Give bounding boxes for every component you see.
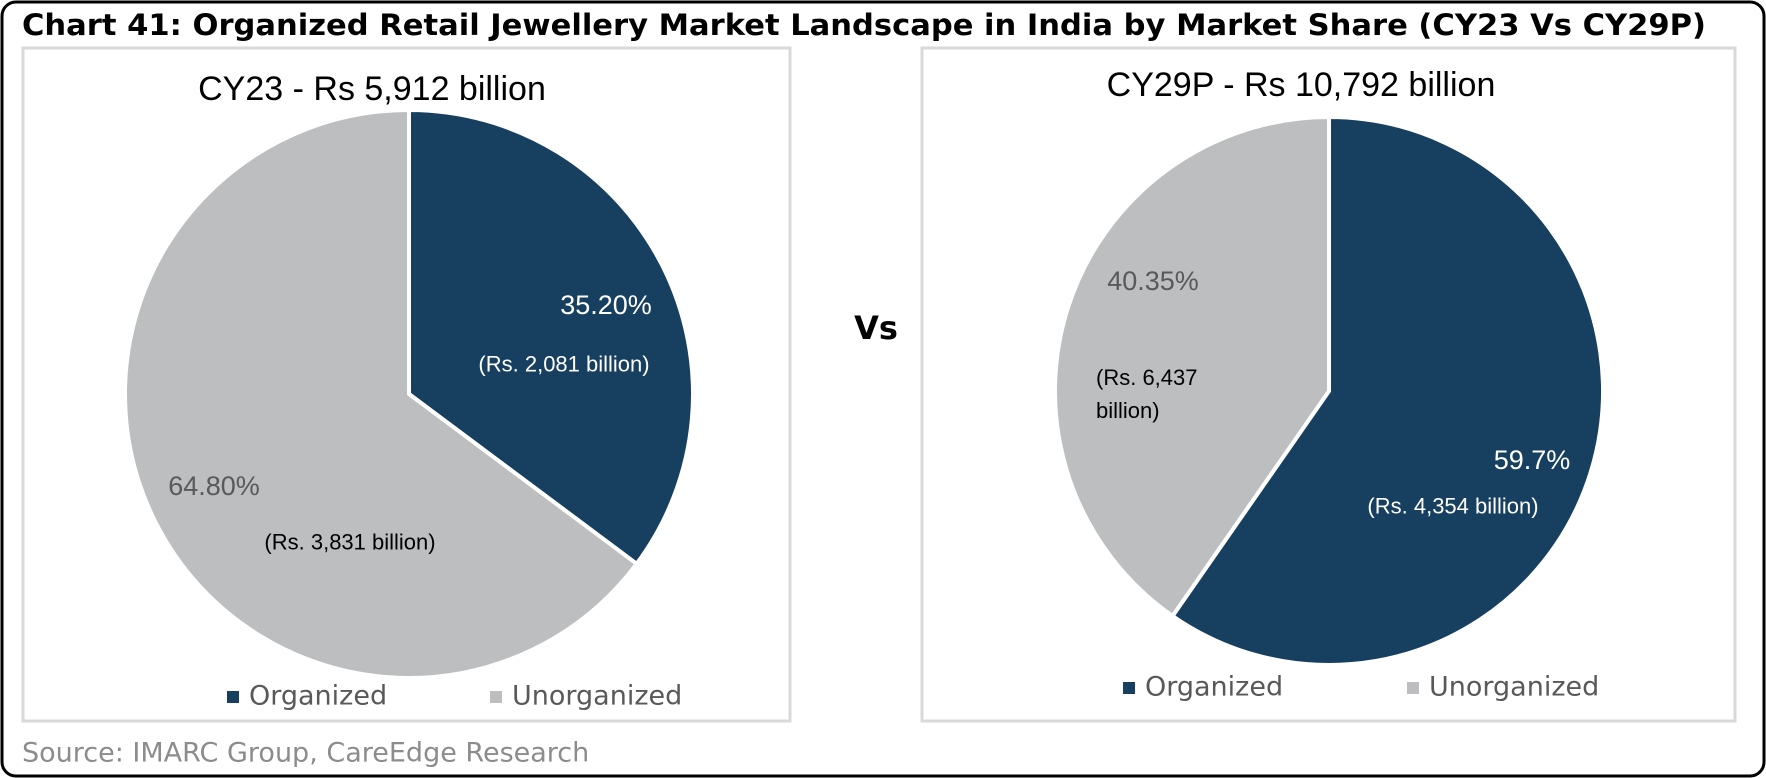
amount-label: (Rs. 4,354 billion) <box>1367 493 1539 519</box>
legend-marker <box>227 691 239 703</box>
separator: Vs <box>854 309 898 347</box>
chart-title: CY23 - Rs 5,912 billion <box>198 70 546 108</box>
value-label: 40.35% <box>1107 266 1199 296</box>
legend-marker <box>1407 682 1419 694</box>
value-label: 59.7% <box>1494 445 1571 475</box>
panel-frame <box>21 46 792 723</box>
value-label: 35.20% <box>560 290 652 320</box>
amount-label: (Rs. 6,437 billion) <box>1096 365 1198 423</box>
amount-label: (Rs. 2,081 billion) <box>478 351 650 377</box>
source: Source: IMARC Group, CareEdge Research <box>22 738 589 769</box>
pie-slice <box>1053 115 1331 618</box>
panel-frame <box>920 46 1737 723</box>
legend-label: Organized <box>249 681 387 712</box>
pie-slice <box>407 108 695 566</box>
value-label: 64.80% <box>168 471 260 501</box>
pie-slice <box>1170 115 1605 667</box>
legend-marker <box>490 691 502 703</box>
page-title: Chart 41: Organized Retail Jewellery Mar… <box>22 8 1706 42</box>
legend-label: Unorganized <box>512 681 682 712</box>
amount-label: (Rs. 3,831 billion) <box>264 529 436 555</box>
legend-label: Organized <box>1145 672 1283 703</box>
chart-title: CY29P - Rs 10,792 billion <box>1107 66 1496 104</box>
pie-slice <box>123 108 639 680</box>
legend-marker <box>1123 682 1135 694</box>
legend-label: Unorganized <box>1429 672 1599 703</box>
